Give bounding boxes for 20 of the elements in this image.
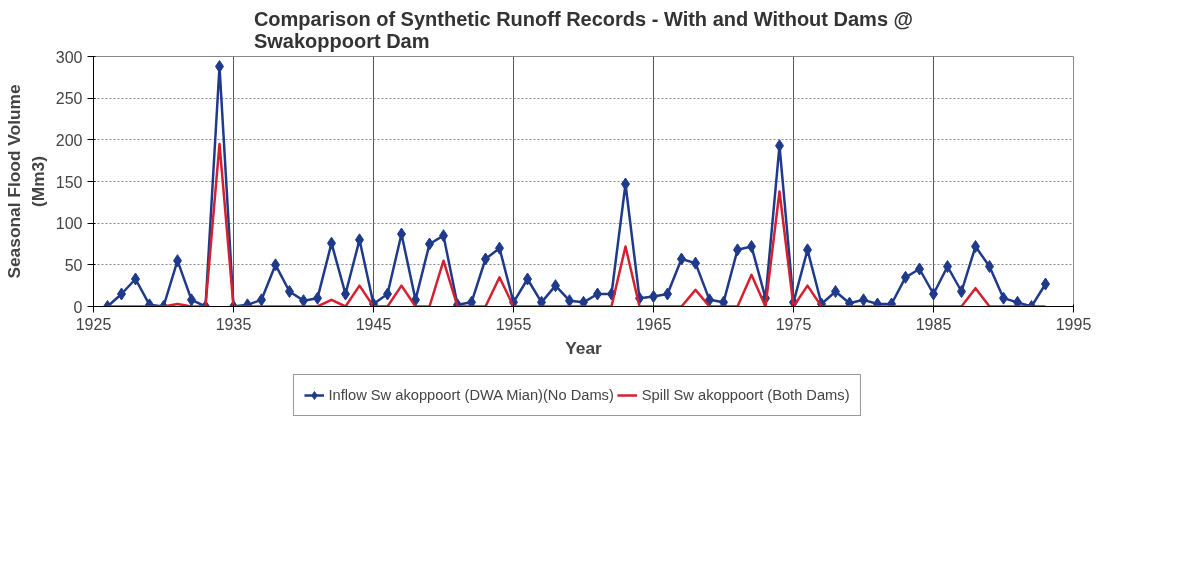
x-tick-label: 1935: [215, 315, 252, 333]
x-tick-label: 1995: [1055, 315, 1092, 333]
legend-label: Spill Sw akoppoort (Both Dams): [641, 387, 850, 403]
x-tick-label: 1975: [775, 315, 812, 333]
x-axis-title: Year: [565, 337, 603, 358]
y-tick-label: 200: [55, 131, 83, 149]
x-tick-label: 1945: [355, 315, 392, 333]
x-tick-label: 1925: [75, 315, 112, 333]
x-tick-label: 1985: [915, 315, 952, 333]
y-tick-label: 100: [55, 215, 83, 233]
x-tick-label: 1955: [495, 315, 532, 333]
y-tick-label: 250: [55, 90, 83, 108]
y-tick-label: 50: [64, 256, 83, 274]
x-tick-label: 1965: [635, 315, 672, 333]
y-axis-title: Seasonal Flood Volume (Mm3): [3, 84, 48, 279]
chart-title: Comparison of Synthetic Runoff Records - With and Without Dams @ Swakoppoort Dam: [253, 7, 914, 52]
legend-label: Inflow Sw akoppoort (DWA Mian)(No Dams): [328, 387, 614, 403]
y-tick-label: 300: [55, 48, 83, 66]
y-tick-label: 150: [55, 173, 83, 191]
y-tick-label: 0: [73, 298, 83, 316]
